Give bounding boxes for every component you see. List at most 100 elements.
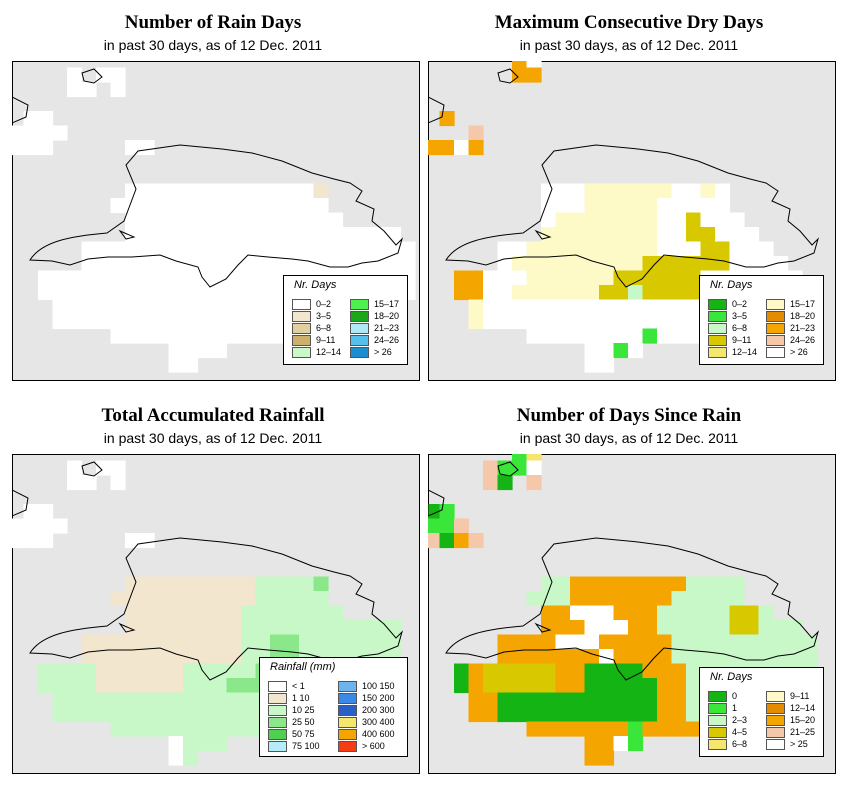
legend-label: < 1 (292, 681, 305, 691)
grid-cell (212, 576, 228, 592)
grid-cell (613, 663, 629, 679)
grid-cell (197, 634, 213, 650)
grid-cell (67, 67, 83, 83)
grid-cell (139, 198, 155, 214)
grid-cell (570, 314, 586, 330)
grid-cell (671, 270, 687, 286)
grid-cell (555, 256, 571, 272)
grid-cell (12, 533, 25, 549)
grid-cell (642, 256, 658, 272)
grid-cell (628, 270, 644, 286)
grid-cell (541, 299, 557, 315)
legend-title: Nr. Days (710, 671, 753, 683)
grid-cell (38, 678, 54, 694)
grid-cell (125, 241, 141, 257)
grid-cell (657, 183, 673, 199)
grid-cell (642, 576, 658, 592)
legend-swatch (766, 739, 785, 750)
grid-cell (38, 270, 54, 286)
grid-cell (715, 576, 731, 592)
grid-cell (483, 475, 499, 491)
grid-cell (110, 67, 126, 83)
grid-cell (313, 256, 329, 272)
coastline (428, 489, 445, 517)
grid-cell (570, 198, 586, 214)
grid-cell (526, 299, 542, 315)
legend-label: 150 200 (362, 693, 395, 703)
grid-cell (468, 678, 484, 694)
grid-cell (526, 475, 542, 491)
grid-cell (270, 256, 286, 272)
grid-cell (168, 692, 184, 708)
grid-cell (154, 270, 170, 286)
grid-cell (642, 299, 658, 315)
grid-cell (154, 576, 170, 592)
grid-cell (483, 299, 499, 315)
grid-cell (357, 241, 373, 257)
grid-cell (241, 241, 257, 257)
grid-cell (12, 125, 25, 141)
legend-label: 15–20 (790, 715, 816, 725)
grid-cell (110, 707, 126, 723)
grid-cell (700, 634, 716, 650)
grid-cell (599, 721, 615, 737)
grid-cell (584, 212, 600, 228)
grid-cell (386, 227, 402, 243)
panel-title: Total Accumulated Rainfall (101, 405, 325, 426)
grid-cell (541, 198, 557, 214)
grid-cell (125, 721, 141, 737)
legend-label: > 26 (790, 347, 808, 357)
grid-cell (613, 241, 629, 257)
grid-cell (613, 270, 629, 286)
legend-title: Nr. Days (294, 279, 337, 291)
grid-cell (270, 634, 286, 650)
grid-cell (497, 678, 513, 694)
grid-cell (81, 692, 97, 708)
grid-cell (599, 649, 615, 665)
grid-cell (657, 328, 673, 344)
grid-cell (12, 518, 25, 534)
grid-cell (154, 256, 170, 272)
grid-cell (168, 183, 184, 199)
grid-cell (671, 256, 687, 272)
grid-cell (700, 591, 716, 607)
grid-cell (526, 256, 542, 272)
grid-cell (599, 678, 615, 694)
grid-cell (299, 227, 315, 243)
grid-cell (628, 343, 644, 359)
grid-cell (241, 663, 257, 679)
grid-cell (526, 692, 542, 708)
grid-cell (613, 314, 629, 330)
grid-cell (584, 357, 600, 373)
grid-cell (226, 227, 242, 243)
grid-cell (773, 649, 789, 665)
grid-cells (12, 67, 416, 373)
grid-cell (284, 576, 300, 592)
grid-cell (700, 620, 716, 636)
grid-cell (183, 256, 199, 272)
legend-swatch (766, 335, 785, 346)
grid-cell (613, 591, 629, 607)
panel-subtitle: in past 30 days, as of 12 Dec. 2011 (519, 430, 739, 446)
legend-swatch (708, 727, 727, 738)
grid-cell (657, 241, 673, 257)
grid-cell (212, 299, 228, 315)
grid-cell (168, 591, 184, 607)
grid-cell (526, 707, 542, 723)
grid-cell (328, 634, 344, 650)
grid-cell (744, 227, 760, 243)
grid-cell (154, 620, 170, 636)
grid-cell (541, 591, 557, 607)
grid-cell (284, 634, 300, 650)
grid-cell (744, 256, 760, 272)
grid-cell (468, 707, 484, 723)
grid-cell (226, 270, 242, 286)
grid-cell (468, 125, 484, 141)
grid-cell (512, 454, 528, 462)
grid-cell (81, 634, 97, 650)
grid-cell (52, 692, 68, 708)
grid-cell (226, 198, 242, 214)
grid-cell (512, 61, 528, 69)
coastline (81, 68, 103, 84)
grid-cell (657, 649, 673, 665)
